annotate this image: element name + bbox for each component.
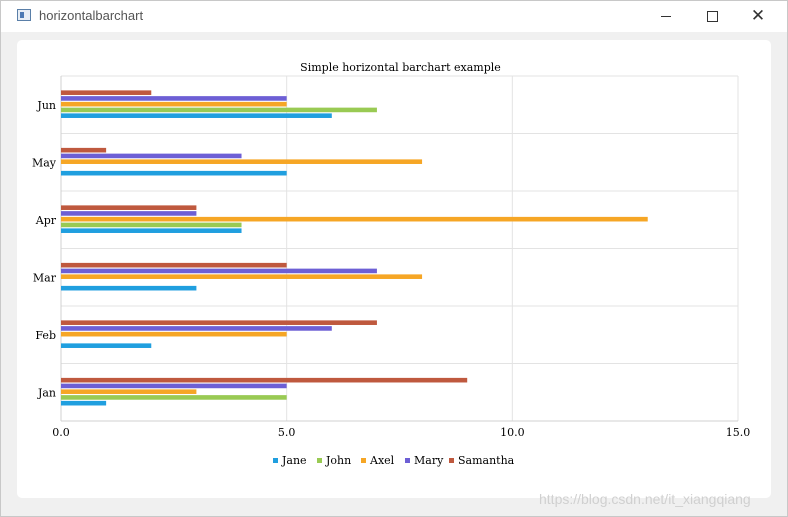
bar-samantha-may xyxy=(61,147,107,153)
legend-label-mary: Mary xyxy=(414,454,444,467)
bar-mary-feb xyxy=(61,326,332,331)
bar-mary-jan xyxy=(61,383,287,389)
legend-marker-mary xyxy=(405,458,410,463)
bar-axel-may xyxy=(61,159,423,164)
bar-jane-feb xyxy=(61,343,152,348)
legend-label-john: John xyxy=(325,454,351,467)
bar-axel-feb xyxy=(61,331,287,337)
legend-label-samantha: Samantha xyxy=(458,454,515,467)
legend-marker-john xyxy=(317,458,322,463)
title-bar[interactable]: horizontalbarchart ✕ xyxy=(1,1,787,32)
legend-label-axel: Axel xyxy=(369,454,395,467)
close-button[interactable]: ✕ xyxy=(735,1,781,31)
bar-jane-jun xyxy=(61,113,332,118)
window-title: horizontalbarchart xyxy=(39,8,144,23)
bar-axel-jan xyxy=(61,389,197,394)
category-label-feb: Feb xyxy=(35,329,56,342)
bar-axel-mar xyxy=(61,274,423,279)
bar-mary-apr xyxy=(61,211,197,216)
x-tick-label: 15.0 xyxy=(726,426,751,439)
category-label-jan: Jan xyxy=(37,386,56,399)
bar-jane-mar xyxy=(61,285,197,291)
bar-john-jan xyxy=(61,395,287,400)
x-tick-label: 0.0 xyxy=(52,426,70,439)
bar-jane-may xyxy=(61,170,287,176)
bar-mary-mar xyxy=(61,268,377,274)
bar-samantha-jun xyxy=(61,90,152,95)
close-icon: ✕ xyxy=(750,5,766,26)
legend-marker-samantha xyxy=(449,458,454,463)
legend-marker-axel xyxy=(361,458,366,463)
maximize-button[interactable] xyxy=(689,1,735,31)
bar-john-jun xyxy=(61,107,377,113)
category-label-jun: Jun xyxy=(36,99,56,112)
bar-axel-apr xyxy=(61,216,648,222)
minimize-icon xyxy=(661,15,671,17)
x-tick-label: 5.0 xyxy=(278,426,296,439)
legend-marker-jane xyxy=(273,458,278,463)
bar-john-apr xyxy=(61,222,242,228)
bar-samantha-feb xyxy=(61,320,377,325)
watermark: https://blog.csdn.net/it_xiangqiang xyxy=(539,491,751,507)
bar-mary-may xyxy=(61,153,242,159)
bar-jane-apr xyxy=(61,228,242,233)
bar-samantha-mar xyxy=(61,262,287,268)
bar-samantha-jan xyxy=(61,377,468,383)
category-label-may: May xyxy=(32,156,57,169)
category-label-mar: Mar xyxy=(33,271,57,284)
bar-jane-jan xyxy=(61,400,107,406)
legend-label-jane: Jane xyxy=(281,454,307,467)
bar-axel-jun xyxy=(61,101,287,107)
maximize-icon xyxy=(706,10,718,22)
bar-samantha-apr xyxy=(61,205,197,210)
app-icon xyxy=(17,9,31,21)
bar-mary-jun xyxy=(61,96,287,101)
minimize-button[interactable] xyxy=(643,1,689,31)
category-label-apr: Apr xyxy=(35,214,57,227)
chart-title: Simple horizontal barchart example xyxy=(300,61,501,74)
x-tick-label: 10.0 xyxy=(500,426,525,439)
